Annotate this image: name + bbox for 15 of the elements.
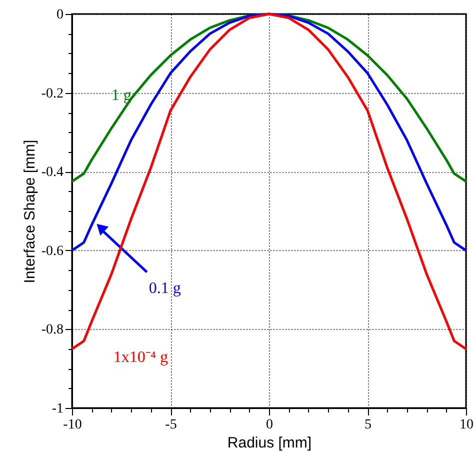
y-tick-label: -1 bbox=[52, 402, 64, 416]
y-tick-label: -0.4 bbox=[41, 165, 64, 180]
y-axis-title: Interface Shape [mm] bbox=[21, 140, 38, 284]
x-tick-label: -10 bbox=[63, 418, 82, 432]
x-tick-label: -5 bbox=[165, 418, 177, 432]
y-tick-label: -0.8 bbox=[41, 322, 64, 338]
y-tick-label: 0 bbox=[56, 8, 64, 22]
x-tick-label: 5 bbox=[364, 418, 372, 432]
x-axis-title: Radius [mm] bbox=[227, 434, 312, 452]
y-tick-label: -0.6 bbox=[41, 244, 64, 259]
x-tick-label: 10 bbox=[460, 418, 474, 432]
y-tick-label: -0.2 bbox=[41, 86, 64, 102]
series-label: 1x10⁻⁴ g bbox=[113, 348, 168, 366]
text: 0.1 g bbox=[148, 280, 181, 297]
x-tick-label: 0 bbox=[266, 418, 273, 432]
